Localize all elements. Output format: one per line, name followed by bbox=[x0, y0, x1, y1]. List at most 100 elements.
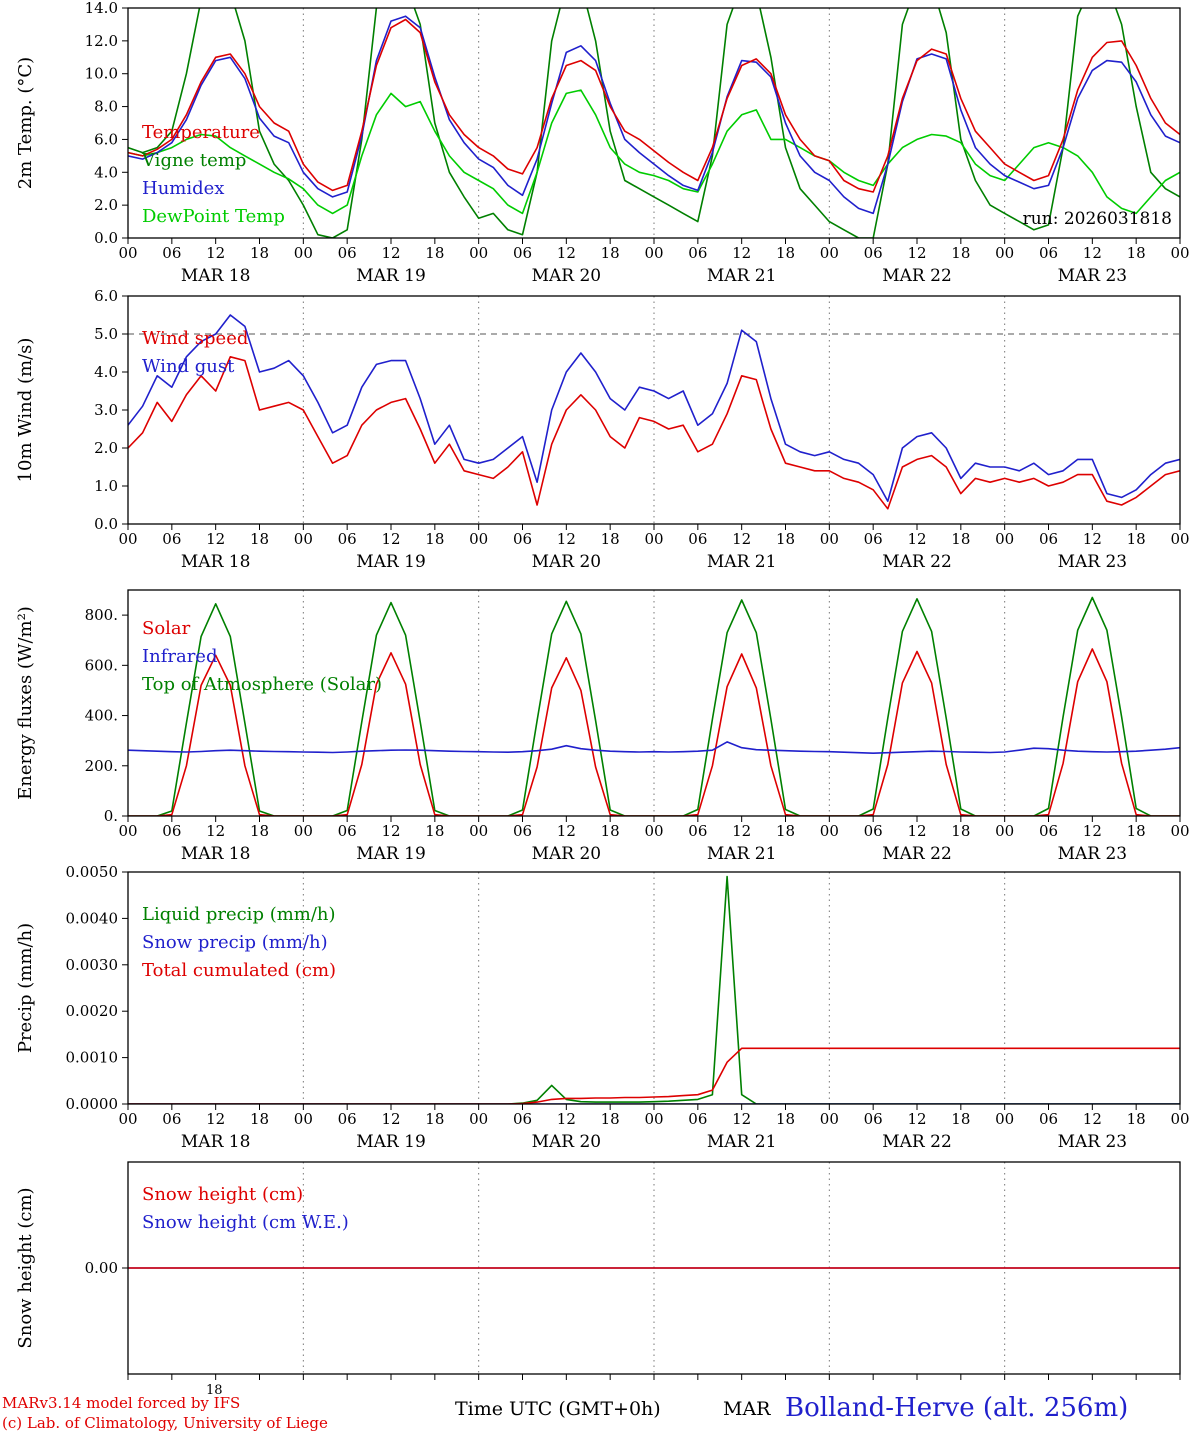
hour-tick-label: 06 bbox=[688, 822, 707, 840]
hour-tick-label: 00 bbox=[1170, 822, 1189, 840]
day-label: MAR 18 bbox=[181, 552, 251, 572]
hour-tick-label: 12 bbox=[557, 244, 576, 262]
hour-tick-label: 06 bbox=[513, 822, 532, 840]
hour-tick-label: 06 bbox=[513, 1110, 532, 1128]
stray-tick-label: 18 bbox=[206, 1383, 223, 1398]
hour-tick-label: 06 bbox=[864, 244, 883, 262]
day-label: MAR 20 bbox=[532, 552, 602, 572]
y-tick-label: 1.0 bbox=[94, 477, 118, 495]
y-tick-label: 800. bbox=[85, 606, 118, 624]
hour-tick-label: 00 bbox=[294, 1110, 313, 1128]
y-tick-label: 0.0020 bbox=[66, 1002, 119, 1020]
hour-tick-label: 18 bbox=[250, 530, 269, 548]
footer-model-name: MAR bbox=[723, 1398, 771, 1420]
hour-tick-label: 06 bbox=[1039, 244, 1058, 262]
run-label: run: 2026031818 bbox=[1023, 209, 1172, 229]
hour-tick-label: 00 bbox=[820, 822, 839, 840]
day-label: MAR 20 bbox=[532, 266, 602, 286]
hour-tick-label: 12 bbox=[907, 244, 926, 262]
hour-tick-label: 00 bbox=[995, 822, 1014, 840]
y-tick-label: 4.0 bbox=[94, 363, 118, 381]
y-axis-label-snow-height: Snow height (cm) bbox=[15, 1187, 36, 1349]
legend-snow-precip-mm-h: Snow precip (mm/h) bbox=[142, 932, 328, 953]
hour-tick-label: 06 bbox=[864, 530, 883, 548]
legend-infrared: Infrared bbox=[142, 646, 217, 667]
hour-tick-label: 00 bbox=[118, 244, 137, 262]
day-label: MAR 22 bbox=[882, 844, 952, 864]
hour-tick-label: 00 bbox=[644, 244, 663, 262]
hour-tick-label: 06 bbox=[688, 244, 707, 262]
hour-tick-label: 18 bbox=[951, 822, 970, 840]
hour-tick-label: 00 bbox=[469, 244, 488, 262]
legend-snow-height-cm-w-e: Snow height (cm W.E.) bbox=[142, 1212, 349, 1233]
day-label: MAR 20 bbox=[532, 1132, 602, 1152]
y-tick-label: 0.0 bbox=[94, 515, 118, 533]
hour-tick-label: 12 bbox=[381, 822, 400, 840]
hour-tick-label: 12 bbox=[381, 244, 400, 262]
hour-tick-label: 06 bbox=[162, 530, 181, 548]
day-label: MAR 21 bbox=[707, 844, 777, 864]
series-wind-gust-line bbox=[128, 314, 1180, 503]
hour-tick-label: 18 bbox=[1127, 1110, 1146, 1128]
footer-station-name: Bolland-Herve (alt. 256m) bbox=[785, 1393, 1129, 1423]
hour-tick-label: 06 bbox=[688, 530, 707, 548]
series-wind-speed-line bbox=[128, 355, 1180, 510]
hour-tick-label: 12 bbox=[557, 822, 576, 840]
hour-tick-label: 00 bbox=[995, 1110, 1014, 1128]
legend-wind-speed: Wind speed bbox=[142, 328, 248, 349]
y-tick-label: 2.0 bbox=[94, 196, 118, 214]
y-tick-label: 6.0 bbox=[94, 287, 118, 305]
panel-border bbox=[127, 7, 1181, 239]
y-tick-label: 400. bbox=[85, 707, 118, 725]
y-tick-label: 0.0030 bbox=[66, 956, 119, 974]
hour-tick-label: 00 bbox=[118, 822, 137, 840]
y-tick-label: 0. bbox=[104, 807, 118, 825]
hour-tick-label: 12 bbox=[206, 244, 225, 262]
y-tick-label: 12.0 bbox=[85, 32, 118, 50]
hour-tick-label: 00 bbox=[469, 530, 488, 548]
hour-tick-label: 12 bbox=[907, 530, 926, 548]
hour-tick-label: 06 bbox=[338, 1110, 357, 1128]
series-liquid-precip-line bbox=[128, 875, 1180, 1104]
hour-tick-label: 18 bbox=[250, 822, 269, 840]
y-axis-label-precip: Precip (mm/h) bbox=[15, 922, 36, 1054]
hour-tick-label: 18 bbox=[951, 1110, 970, 1128]
legend-liquid-precip-mm-h: Liquid precip (mm/h) bbox=[142, 904, 336, 925]
hour-tick-label: 00 bbox=[820, 530, 839, 548]
hour-tick-label: 18 bbox=[1127, 244, 1146, 262]
y-tick-label: 3.0 bbox=[94, 401, 118, 419]
y-tick-label: 8.0 bbox=[94, 98, 118, 116]
day-label: MAR 19 bbox=[356, 844, 426, 864]
series-temperature-line bbox=[128, 18, 1180, 193]
y-tick-label: 0.0050 bbox=[66, 863, 119, 881]
hour-tick-label: 06 bbox=[338, 244, 357, 262]
hour-tick-label: 06 bbox=[688, 1110, 707, 1128]
hour-tick-label: 18 bbox=[425, 1110, 444, 1128]
day-label: MAR 23 bbox=[1058, 1132, 1128, 1152]
footer-time-axis-label: Time UTC (GMT+0h) bbox=[455, 1398, 661, 1420]
legend-wind-gust: Wind gust bbox=[142, 356, 235, 377]
hour-tick-label: 18 bbox=[1127, 530, 1146, 548]
hour-tick-label: 12 bbox=[557, 1110, 576, 1128]
hour-tick-label: 06 bbox=[864, 822, 883, 840]
panel-2m-temp-c bbox=[122, 7, 1181, 244]
day-label: MAR 18 bbox=[181, 1132, 251, 1152]
hour-tick-label: 18 bbox=[776, 244, 795, 262]
hour-tick-label: 12 bbox=[907, 1110, 926, 1128]
hour-tick-label: 06 bbox=[1039, 822, 1058, 840]
hour-tick-label: 12 bbox=[1083, 530, 1102, 548]
hour-tick-label: 06 bbox=[338, 822, 357, 840]
hour-tick-label: 00 bbox=[644, 530, 663, 548]
hour-tick-label: 12 bbox=[732, 244, 751, 262]
legend-top-of-atmosphere-solar: Top of Atmosphere (Solar) bbox=[142, 674, 382, 695]
legend-humidex: Humidex bbox=[142, 178, 224, 199]
y-tick-label: 0.0 bbox=[94, 229, 118, 247]
hour-tick-label: 00 bbox=[469, 822, 488, 840]
y-tick-label: 10.0 bbox=[85, 65, 118, 83]
y-tick-label: 600. bbox=[85, 656, 118, 674]
hour-tick-label: 00 bbox=[469, 1110, 488, 1128]
hour-tick-label: 06 bbox=[1039, 1110, 1058, 1128]
series-total-cumulated-line bbox=[128, 1047, 1180, 1104]
hour-tick-label: 00 bbox=[294, 822, 313, 840]
hour-tick-label: 12 bbox=[1083, 822, 1102, 840]
